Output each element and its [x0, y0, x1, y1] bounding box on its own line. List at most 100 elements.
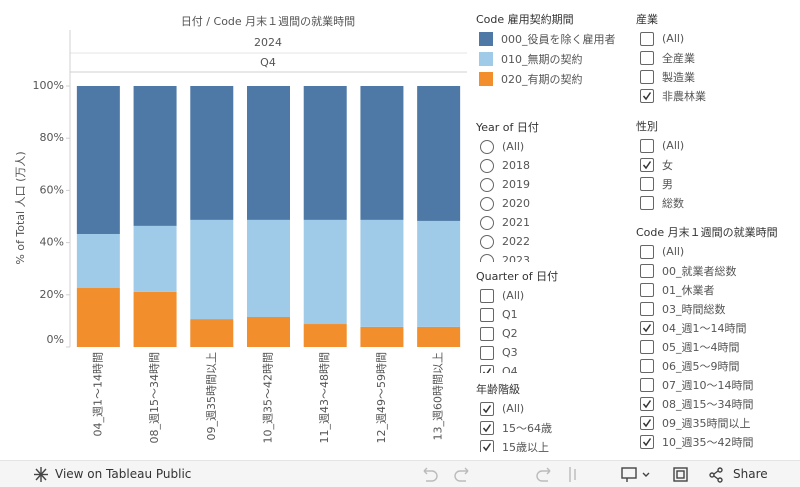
action-icons[interactable] [621, 467, 723, 483]
filter-option[interactable]: Q3 [476, 343, 631, 362]
filter-card: Year of 日付 (All) 2018 2019 2020 2021 2022 2023 [476, 118, 631, 262]
checkbox[interactable] [640, 157, 654, 172]
header-year: 2024 [254, 36, 282, 49]
filter-option[interactable]: 非農林業 [636, 86, 796, 105]
filter-option[interactable]: 05_週1～4時間 [636, 337, 796, 356]
checkbox[interactable] [640, 69, 654, 84]
filter-option[interactable]: 総数 [636, 193, 796, 212]
filter-option[interactable]: 製造業 [636, 67, 796, 86]
checkbox[interactable] [640, 415, 654, 430]
filter-option[interactable]: 07_週10～14時間 [636, 375, 796, 394]
checkbox[interactable] [640, 282, 654, 297]
checkbox[interactable] [640, 320, 654, 335]
filter-option[interactable]: 10_週35～42時間 [636, 432, 796, 451]
filter-option[interactable]: Q1 [476, 305, 631, 324]
checkbox[interactable] [640, 176, 654, 191]
legend-item[interactable]: 000_役員を除く雇用者 [476, 29, 626, 49]
checkbox[interactable] [640, 339, 654, 354]
bar-segment [133, 86, 177, 226]
filter-option[interactable]: 01_休業者 [636, 280, 796, 299]
checkbox[interactable] [640, 377, 654, 392]
check-mark [642, 91, 652, 100]
checkbox[interactable] [480, 420, 494, 435]
filter-option[interactable]: 06_週5～9時間 [636, 356, 796, 375]
filter-option[interactable]: 2022 [476, 232, 631, 251]
filter-option[interactable]: (All) [636, 136, 796, 155]
checkbox[interactable] [480, 326, 494, 341]
checkbox[interactable] [640, 138, 654, 153]
filter-option[interactable]: 04_週1～14時間 [636, 318, 796, 337]
filter-option[interactable]: 全産業 [636, 48, 796, 67]
legend-swatch [479, 52, 493, 66]
bar-segment [190, 86, 234, 220]
checkbox[interactable] [480, 439, 494, 452]
filter-option[interactable]: 15歳以上 [476, 437, 631, 452]
filter-option[interactable]: 女 [636, 155, 796, 174]
share-button[interactable]: Share [733, 467, 768, 481]
radio-button[interactable] [480, 158, 494, 173]
check-mark [642, 160, 652, 169]
filter-option[interactable]: 00_就業者総数 [636, 261, 796, 280]
checkbox[interactable] [480, 288, 494, 303]
filter-option[interactable]: (All) [636, 29, 796, 48]
legend-label: 020_有期の契約 [501, 73, 583, 86]
filter-title: 性別 [636, 120, 658, 133]
radio-button[interactable] [480, 139, 494, 154]
filter-option[interactable]: 2018 [476, 156, 631, 175]
y-tick-label: 80% [40, 131, 64, 144]
checkbox[interactable] [480, 364, 494, 373]
checkbox[interactable] [640, 358, 654, 373]
checkbox[interactable] [640, 301, 654, 316]
bar-segment [360, 86, 404, 220]
filter-option[interactable]: 2021 [476, 213, 631, 232]
radio-button[interactable] [480, 234, 494, 249]
x-tick-label: 08_週15～34時間 [148, 352, 161, 444]
option-label: (All) [662, 245, 685, 258]
filter-option[interactable]: 15～64歳 [476, 418, 631, 437]
radio-button[interactable] [480, 177, 494, 192]
bar-segment [417, 220, 461, 327]
filter-option[interactable]: 男 [636, 174, 796, 193]
legend-item[interactable]: 020_有期の契約 [476, 69, 626, 89]
filter-option[interactable]: Q4 [476, 362, 631, 373]
legend-item[interactable]: 010_無期の契約 [476, 49, 626, 69]
filter-option[interactable]: 2023 [476, 251, 631, 262]
checkbox[interactable] [640, 31, 654, 46]
filter-option[interactable]: 08_週15～34時間 [636, 394, 796, 413]
view-on-tableau-link[interactable]: View on Tableau Public [55, 467, 192, 481]
filter-option[interactable]: (All) [476, 399, 631, 418]
filter-option[interactable]: 03_時間総数 [636, 299, 796, 318]
radio-button[interactable] [480, 215, 494, 230]
filter-option[interactable]: (All) [636, 242, 796, 261]
filter-card: Code 雇用契約期間 000_役員を除く雇用者 010_無期の契約 020_有期の契… [476, 10, 626, 90]
check-stroke [642, 160, 652, 169]
checkbox[interactable] [640, 396, 654, 411]
y-tick-label: 40% [40, 236, 64, 249]
filter-option[interactable]: 09_週35時間以上 [636, 413, 796, 432]
bar-segment [417, 326, 461, 347]
filter-title: Year of 日付 [476, 121, 539, 134]
option-label: 08_週15～34時間 [662, 397, 754, 411]
checkbox[interactable] [640, 263, 654, 278]
filter-option[interactable]: (All) [476, 286, 631, 305]
checkbox[interactable] [480, 401, 494, 416]
check-mark [642, 437, 652, 446]
checkbox[interactable] [640, 195, 654, 210]
filter-option[interactable]: 2020 [476, 194, 631, 213]
checkbox[interactable] [640, 88, 654, 103]
check-stroke [642, 323, 652, 332]
option-label: 製造業 [662, 70, 695, 84]
checkbox[interactable] [640, 434, 654, 449]
checkbox[interactable] [480, 345, 494, 360]
radio-button[interactable] [480, 253, 494, 262]
option-label: 2020 [502, 197, 530, 210]
checkbox[interactable] [640, 50, 654, 65]
check-mark [482, 367, 492, 373]
checkbox[interactable] [480, 307, 494, 322]
filter-option[interactable]: 2019 [476, 175, 631, 194]
x-tick-label: 04_週1～14時間 [91, 352, 104, 437]
filter-option[interactable]: (All) [476, 137, 631, 156]
filter-option[interactable]: Q2 [476, 324, 631, 343]
checkbox[interactable] [640, 244, 654, 259]
radio-button[interactable] [480, 196, 494, 211]
